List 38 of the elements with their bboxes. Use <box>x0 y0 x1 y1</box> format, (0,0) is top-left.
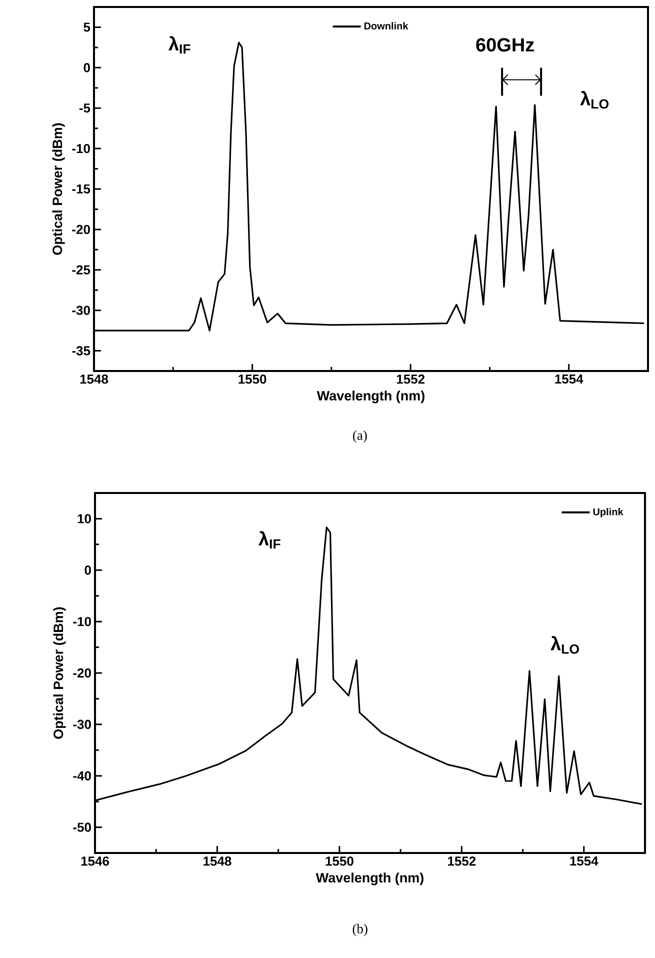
y-axis-title: Optical Power (dBm) <box>52 123 65 255</box>
x-tick-label: 1552 <box>448 856 476 866</box>
y-axis-title: Optical Power (dBm) <box>53 607 66 739</box>
y-tick-label: -25 <box>72 265 90 274</box>
text: (b) <box>352 924 368 936</box>
text: (a) <box>353 430 367 443</box>
x-axis-title: Wavelength (nm) <box>316 872 424 886</box>
y-tick-label: -10 <box>73 616 91 626</box>
annotation: λ$_{IF}$ <box>168 36 190 54</box>
x-tick-label: 1554 <box>570 856 598 866</box>
y-tick-label: -35 <box>72 346 90 356</box>
x-tick-label: 1554 <box>555 374 584 384</box>
annotation: λ$_{LO}$ <box>550 636 579 654</box>
x-axis-title: Wavelength (nm) <box>316 390 424 404</box>
x-tick-label: 1548 <box>204 856 232 866</box>
y-tick-label: -20 <box>72 224 90 234</box>
x-tick-label: 1550 <box>326 856 354 866</box>
y-tick-label: 10 <box>78 514 91 524</box>
annotation: λ$_{LO}$ <box>580 90 609 109</box>
y-tick-label: 0 <box>84 566 91 575</box>
annotation: λ$_{IF}$ <box>258 531 280 549</box>
y-tick-label: -40 <box>73 771 91 780</box>
annotation: 60GHz <box>476 38 534 52</box>
y-tick-label: -15 <box>72 184 90 194</box>
y-tick-label: -30 <box>73 720 91 730</box>
y-tick-label: -20 <box>73 668 91 678</box>
y-tick-label: -50 <box>73 822 91 832</box>
x-tick-label: 1546 <box>81 856 109 866</box>
x-tick-label: 1550 <box>238 374 266 384</box>
y-tick-label: 5 <box>84 22 90 32</box>
y-tick-label: -10 <box>72 144 90 154</box>
legend-label: Uplink <box>593 508 624 518</box>
legend-label: Downlink <box>364 22 408 30</box>
y-tick-label: -30 <box>72 306 90 315</box>
y-tick-label: 0 <box>84 63 90 72</box>
x-tick-label: 1548 <box>80 374 108 384</box>
x-tick-label: 1552 <box>396 374 425 384</box>
y-tick-label: -5 <box>79 104 90 113</box>
